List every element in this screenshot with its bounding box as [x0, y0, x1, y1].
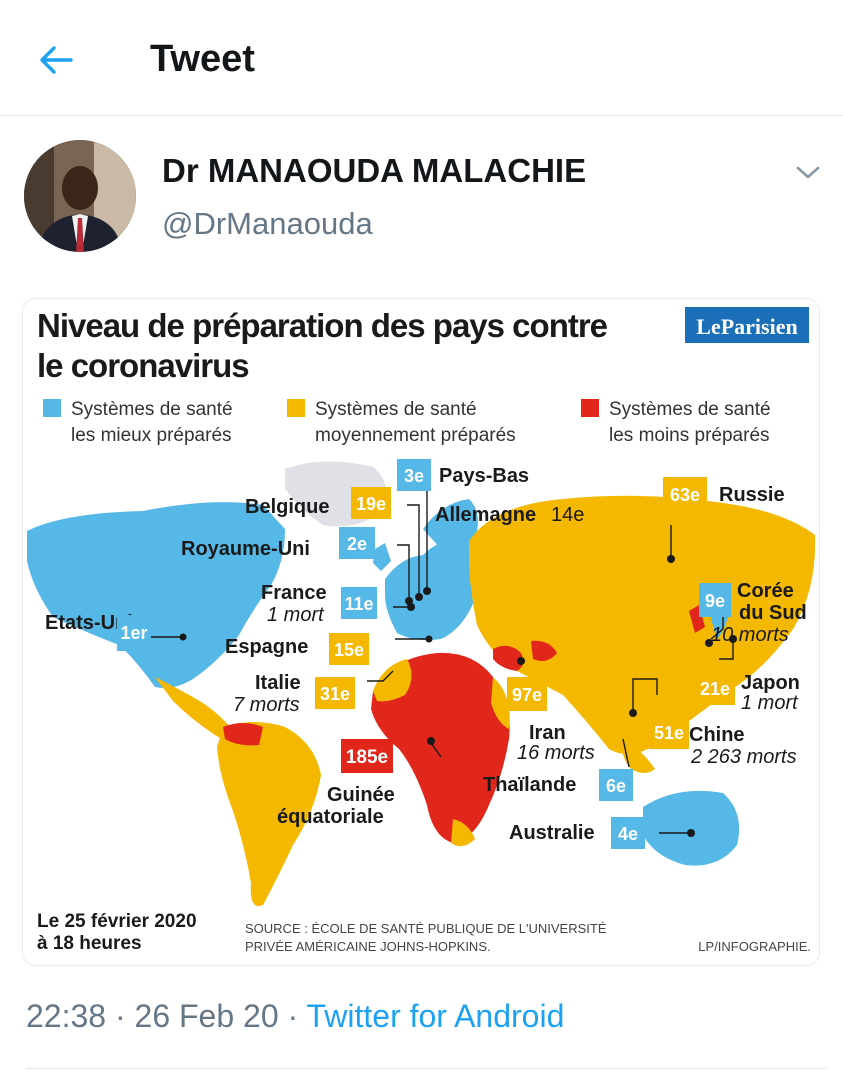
note-iran: 16 morts: [517, 742, 595, 764]
rank-pays-bas: 3e: [404, 466, 424, 486]
page-title: Tweet: [150, 38, 255, 80]
rank-chine: 51e: [654, 723, 684, 743]
legend-swatch-red: [581, 399, 599, 417]
legend-swatch-yellow: [287, 399, 305, 417]
infographic-title-1: Niveau de préparation des pays contre: [37, 307, 608, 344]
chevron-down-icon: [796, 166, 820, 179]
country-dots: [179, 555, 737, 837]
rank-guinee: 185e: [346, 747, 388, 768]
author-name[interactable]: Dr MANAOUDA MALACHIE: [162, 152, 587, 189]
tweet-author: Dr MANAOUDA MALACHIE @DrManaouda: [0, 130, 843, 260]
legend-swatch-blue: [43, 399, 61, 417]
label-royaume-uni: Royaume-Uni: [181, 538, 310, 560]
top-bar: Tweet: [0, 0, 843, 116]
infographic-credit: LP/INFOGRAPHIE.: [698, 939, 811, 954]
infographic-date-2: à 18 heures: [37, 933, 142, 954]
rank-italie: 31e: [320, 684, 350, 704]
label-pays-bas: Pays-Bas: [439, 465, 529, 487]
rank-thailande: 6e: [606, 776, 626, 796]
legend-3-line2: les moins préparés: [609, 425, 770, 446]
tweet-media-image[interactable]: Niveau de préparation des pays contre le…: [22, 298, 820, 966]
rank-france: 11e: [344, 594, 373, 614]
tweet-menu-button[interactable]: [790, 158, 826, 188]
tweet-source-link[interactable]: Twitter for Android: [306, 998, 565, 1034]
infographic-source-2: PRIVÉE AMÉRICAINE JOHNS-HOPKINS.: [245, 939, 491, 954]
meta-separator: ·: [114, 998, 126, 1034]
infographic: Niveau de préparation des pays contre le…: [23, 299, 819, 965]
label-guinee-2: équatoriale: [277, 806, 384, 828]
rank-royaume-uni: 2e: [347, 534, 367, 554]
rank-japon: 21e: [700, 679, 730, 699]
label-thailande: Thaïlande: [483, 774, 576, 796]
rank-iran: 97e: [512, 685, 542, 705]
label-iran: Iran: [529, 722, 566, 744]
label-espagne: Espagne: [225, 636, 308, 658]
label-australie: Australie: [509, 822, 595, 844]
arrow-left-icon: [40, 46, 73, 74]
author-handle[interactable]: @DrManaouda: [162, 206, 373, 241]
infographic-date-1: Le 25 février 2020: [37, 911, 197, 932]
label-france: France: [261, 582, 327, 604]
le-parisien-logo: LeParisien: [685, 307, 809, 343]
infographic-source-1: SOURCE : ÉCOLE DE SANTÉ PUBLIQUE DE L'UN…: [245, 921, 607, 936]
note-italie: 7 morts: [233, 694, 300, 716]
note-chine: 2 263 morts: [690, 746, 797, 768]
label-coree-1: Corée: [737, 580, 794, 602]
back-button[interactable]: [28, 36, 84, 84]
legend-1-line2: les mieux préparés: [71, 425, 232, 446]
rank-australie: 4e: [618, 824, 638, 844]
rank-coree: 9e: [705, 591, 725, 611]
avatar-image: [24, 140, 136, 252]
legend-2-line1: Systèmes de santé: [315, 399, 477, 420]
meta-separator: ·: [287, 998, 299, 1034]
tweet-date: 26 Feb 20: [134, 998, 279, 1034]
rank-espagne: 15e: [334, 640, 364, 660]
svg-text:LeParisien: LeParisien: [696, 314, 797, 339]
rank-russie: 63e: [670, 485, 700, 505]
legend-2-line2: moyennement préparés: [315, 425, 516, 446]
avatar[interactable]: [24, 140, 136, 252]
label-coree-2: du Sud: [739, 602, 807, 624]
tweet-meta: 22:38 · 26 Feb 20 · Twitter for Android: [26, 998, 564, 1035]
label-belgique: Belgique: [245, 496, 329, 518]
legend-1-line1: Systèmes de santé: [71, 399, 233, 420]
legend-3-line1: Systèmes de santé: [609, 399, 771, 420]
note-japon: 1 mort: [741, 692, 799, 714]
label-italie: Italie: [255, 672, 301, 694]
rank-etats-unis: 1er: [120, 623, 147, 643]
rank-allemagne: 14e: [551, 504, 584, 526]
note-france: 1 mort: [267, 604, 325, 626]
divider: [26, 1068, 826, 1069]
tweet-time: 22:38: [26, 998, 107, 1034]
label-allemagne: Allemagne: [435, 504, 536, 526]
legend: Systèmes de santé les mieux préparés Sys…: [43, 399, 771, 446]
country-labels: Etats-Unis 1er Royaume-Uni 2e 3e Pays-Ba…: [45, 459, 807, 849]
rank-belgique: 19e: [356, 494, 386, 514]
infographic-title-2: le coronavirus: [37, 347, 249, 384]
label-japon: Japon: [741, 672, 800, 694]
note-coree: 10 morts: [711, 624, 789, 646]
label-russie: Russie: [719, 484, 785, 506]
label-chine: Chine: [689, 724, 745, 746]
label-guinee-1: Guinée: [327, 784, 395, 806]
